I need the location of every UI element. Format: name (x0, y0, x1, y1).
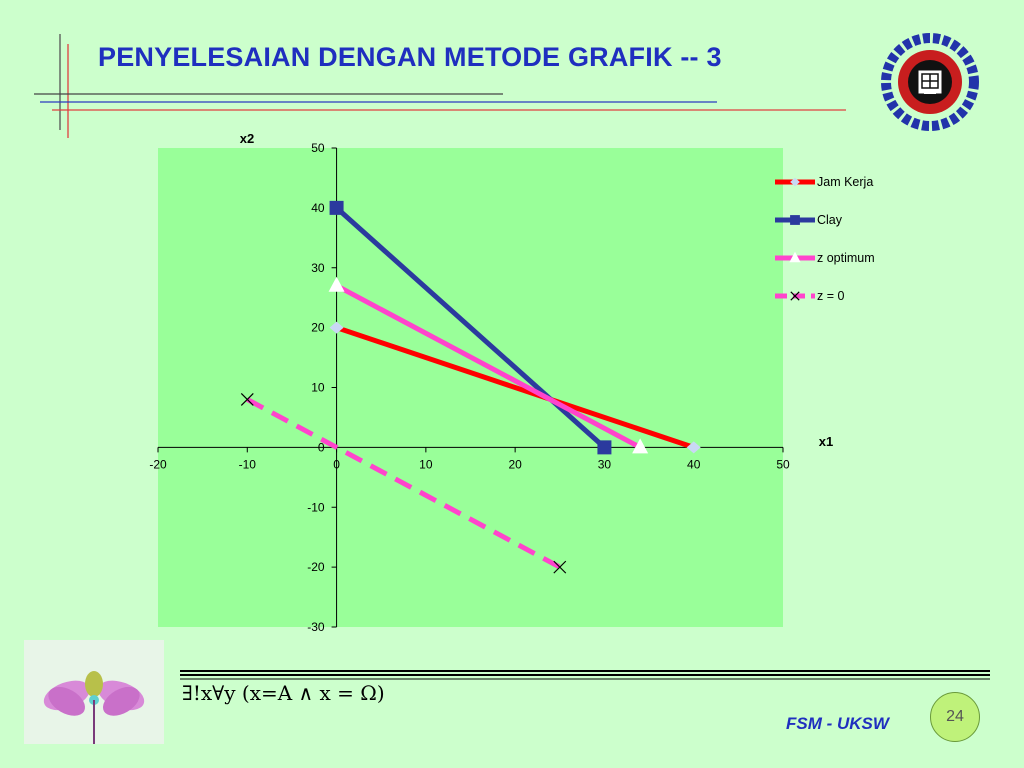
series-z-optimum (328, 276, 649, 454)
y-tick-label: -10 (307, 500, 325, 514)
series-jam-kerja (329, 321, 701, 454)
legend-label: Jam Kerja (817, 175, 873, 189)
x-axis-title: x1 (819, 434, 833, 449)
series-line (335, 325, 695, 450)
legend-marker (790, 177, 800, 187)
data-point (329, 321, 344, 334)
data-point (329, 200, 344, 215)
legend-label: Clay (817, 213, 843, 227)
series-clay (329, 200, 612, 455)
y-tick-label: 10 (311, 381, 325, 395)
x-tick-label: -20 (149, 457, 167, 471)
y-tick-label: -20 (307, 560, 325, 574)
formula-text: ∃!x∀y (x=A ∧ x = Ω) (182, 681, 385, 705)
x-tick-label: 30 (598, 457, 612, 471)
chart-axes: -20 -10 0 10 20 30 40 50 -30 -20 -10 0 10 20 30 40 50 (149, 141, 790, 634)
data-point (553, 560, 567, 574)
series-z-0 (240, 393, 567, 574)
x-tick-label: 50 (776, 457, 790, 471)
y-tick-label: 0 (318, 440, 325, 454)
x-tick-label: 10 (419, 457, 433, 471)
legend-marker (790, 215, 800, 225)
y-tick-label: 50 (311, 141, 325, 155)
legend-item: z optimum (775, 251, 875, 265)
chart-legend: Jam Kerja Clay z optimum z = 0 (775, 175, 875, 303)
y-tick-label: -30 (307, 620, 325, 634)
legend-label: z optimum (817, 251, 875, 265)
x-tick-label: -10 (239, 457, 257, 471)
y-tick-label: 30 (311, 261, 325, 275)
plot-area (158, 148, 783, 627)
data-point (240, 393, 254, 406)
data-point (597, 440, 612, 455)
series-line (335, 283, 642, 450)
series-line (246, 397, 561, 570)
footer-label: FSM - UKSW (786, 714, 889, 733)
chart-series (240, 200, 701, 574)
x-tick-label: 20 (508, 457, 522, 471)
data-point (632, 438, 649, 454)
legend-marker (790, 291, 800, 301)
legend-label: z = 0 (817, 289, 844, 303)
series-line (334, 206, 607, 450)
x-tick-label: 0 (333, 457, 340, 471)
x-tick-label: 40 (687, 457, 701, 471)
legend-item: Jam Kerja (775, 175, 873, 189)
y-tick-label: 40 (311, 201, 325, 215)
slide-title: PENYELESAIAN DENGAN METODE GRAFIK -- 3 (98, 42, 722, 72)
y-axis-title: x2 (240, 131, 254, 146)
y-tick-label: 20 (311, 321, 325, 335)
legend-item: z = 0 (775, 289, 844, 303)
legend-marker (789, 251, 801, 263)
university-logo (881, 33, 979, 131)
page-number-badge: 24 (930, 692, 980, 742)
data-point (686, 441, 701, 454)
data-point (328, 276, 345, 292)
flower-image (24, 640, 164, 744)
legend-item: Clay (775, 213, 843, 227)
